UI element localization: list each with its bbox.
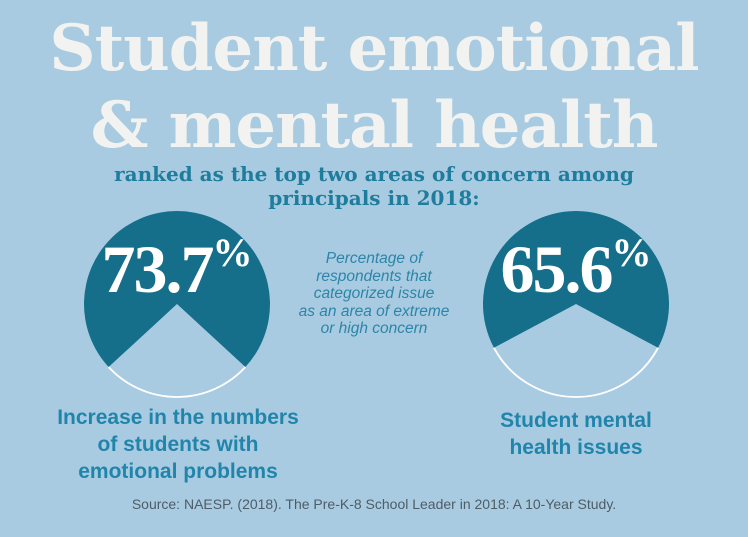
pie-value-emotional-problems: 73.7% [82,233,272,304]
percent-sign: % [611,230,652,275]
subtitle: ranked as the top two areas of concern a… [114,162,634,210]
main-title-line-2: & mental health [90,88,659,163]
caption-emotional-problems: Increase in the numbers of students with… [57,406,299,483]
main-title-line-1: Student emotional [49,11,699,86]
pie-mental-health-svg [483,210,669,398]
pie-number: 73.7 [101,231,215,307]
center-note: Percentage of respondents that categoriz… [298,250,450,338]
source-citation: Source: NAESP. (2018). The Pre-K-8 Schoo… [131,496,617,512]
pie-chart-emotional-problems: 73.7% [82,209,272,399]
pie-emotional-problems-svg [84,210,270,398]
pie-value-mental-health: 65.6% [481,233,671,304]
pie-chart-mental-health: 65.6% [481,209,671,399]
percent-sign: % [212,230,253,275]
caption-mental-health: Student mental health issues [500,409,652,459]
main-title: Student emotional & mental health [0,10,748,164]
pie-number: 65.6 [500,231,614,307]
